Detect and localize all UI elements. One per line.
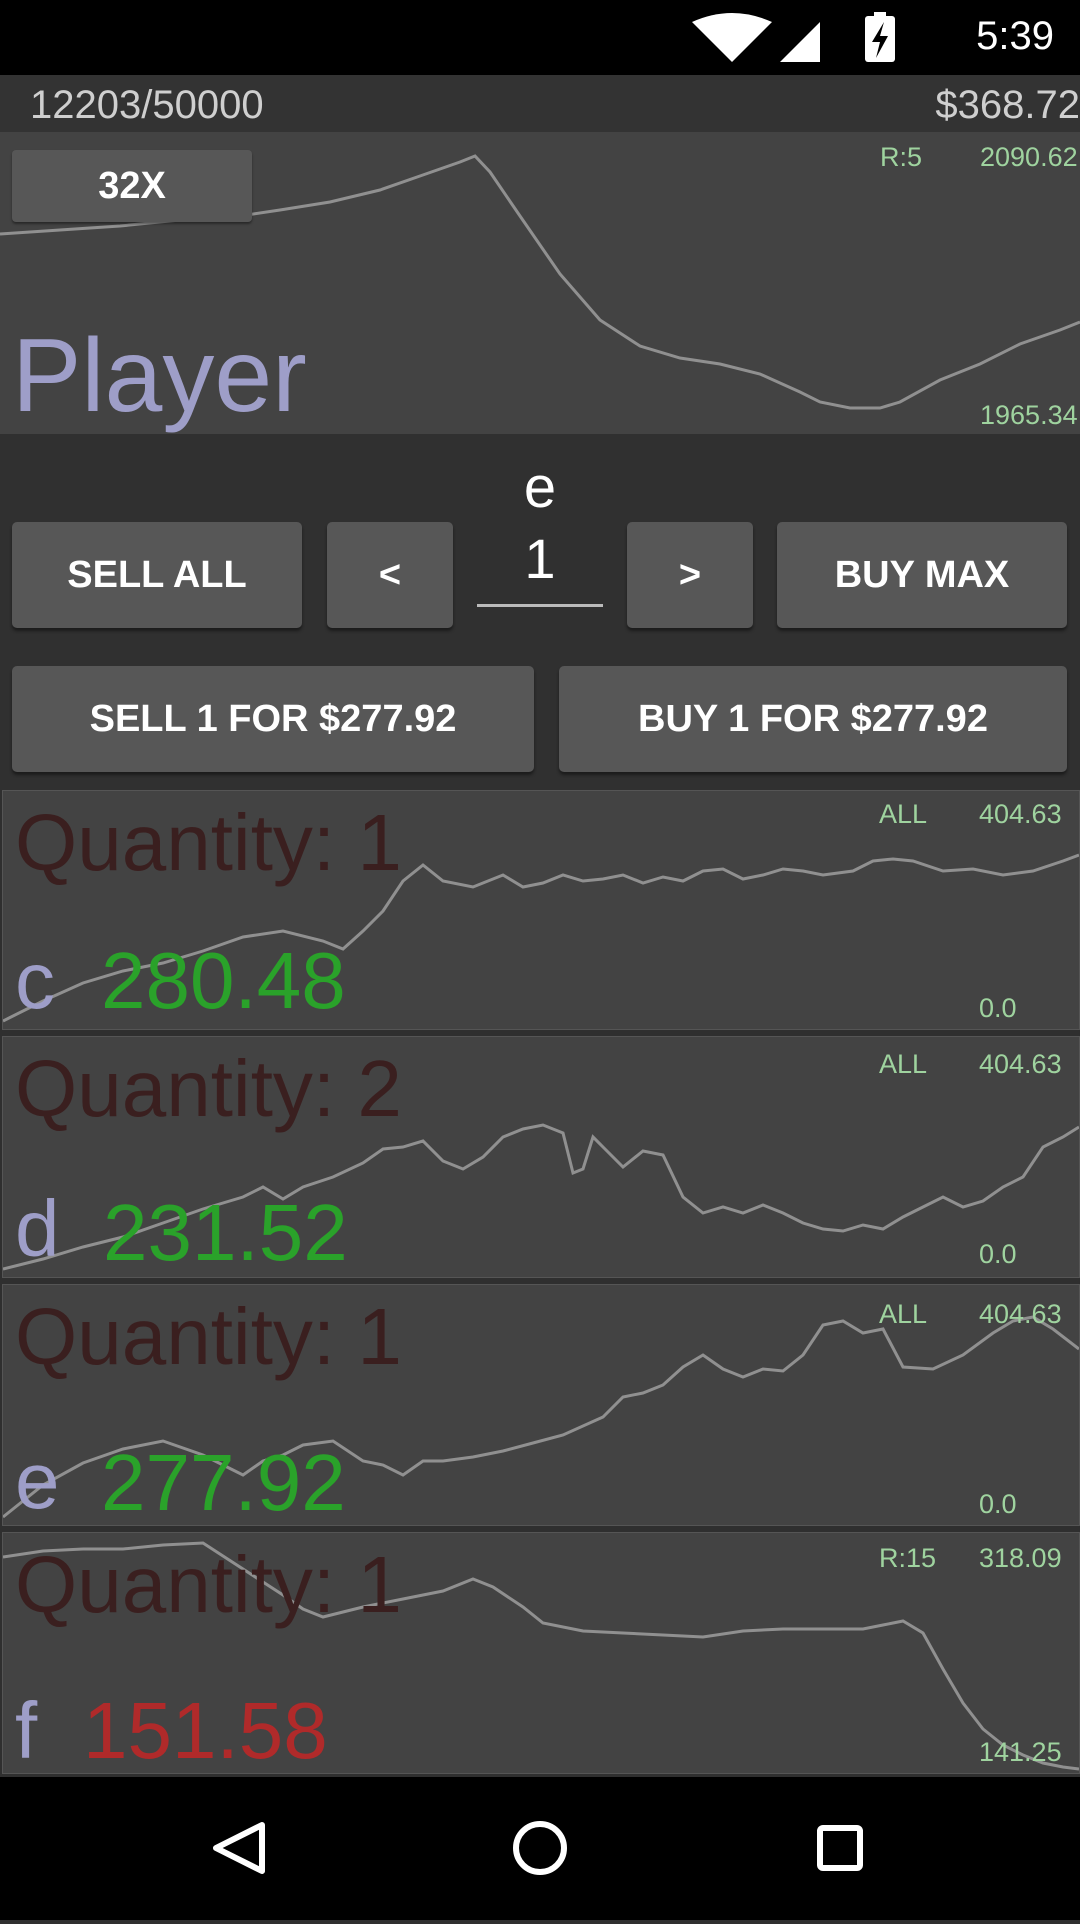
stock-quantity-f: Quantity: 1 [15, 1540, 402, 1629]
stock-panel-c[interactable]: Quantity: 1 ALL 404.63 0.0 c 280.48 [2, 790, 1080, 1030]
stock-min-value-e: 0.0 [979, 1489, 1017, 1519]
stock-quantity-d: Quantity: 2 [15, 1044, 402, 1133]
wifi-icon [692, 13, 772, 62]
stock-letter-c: c [15, 936, 55, 1025]
status-time: 5:39 [976, 14, 1054, 58]
quantity-input[interactable]: 1 [477, 514, 603, 607]
increment-button[interactable]: > [627, 522, 753, 628]
stock-max-value-d: 404.63 [979, 1049, 1062, 1079]
stock-max-value-c: 404.63 [979, 799, 1062, 829]
zoom-button[interactable]: 32X [12, 150, 252, 222]
selected-stock-label: e [523, 455, 557, 520]
player-max-value: 2090.62 [980, 142, 1078, 172]
home-circle-icon[interactable] [513, 1821, 567, 1875]
stock-chart-c [3, 853, 1079, 1023]
sell-button[interactable]: SELL 1 FOR $277.92 [12, 666, 534, 772]
buy-button[interactable]: BUY 1 FOR $277.92 [559, 666, 1067, 772]
navigation-bar [0, 1777, 1080, 1920]
stock-min-value-f: 141.25 [979, 1737, 1062, 1767]
stock-price-e: 277.92 [101, 1438, 346, 1526]
stock-quantity-e: Quantity: 1 [15, 1292, 402, 1381]
stock-price-c: 280.48 [101, 936, 346, 1025]
stock-price-d: 231.52 [103, 1188, 348, 1277]
stock-quantity-c: Quantity: 1 [15, 798, 402, 887]
game-progress: 12203/50000 [30, 83, 264, 127]
stock-min-value-d: 0.0 [979, 1239, 1017, 1269]
battery-charging-icon [865, 12, 895, 62]
player-chart [0, 154, 1080, 410]
nav-buttons [213, 1821, 863, 1875]
buy-max-button[interactable]: BUY MAX [777, 522, 1067, 628]
stock-chart-e [3, 1315, 1079, 1519]
stock-min-value-c: 0.0 [979, 993, 1017, 1023]
stock-panel-e[interactable]: Quantity: 1 ALL 404.63 0.0 e 277.92 [2, 1284, 1080, 1526]
stock-letter-e: e [15, 1436, 60, 1525]
back-triangle-icon[interactable] [213, 1822, 265, 1874]
info-bar: 12203/50000 $368.72 [0, 75, 1080, 132]
stock-max-value-f: 318.09 [979, 1543, 1062, 1573]
stock-panel-d[interactable]: Quantity: 2 ALL 404.63 0.0 d 231.52 [2, 1036, 1080, 1278]
player-min-value: 1965.34 [980, 400, 1078, 430]
player-range-label: R:5 [880, 142, 923, 172]
status-bar: 5:39 [0, 0, 1080, 75]
stock-letter-d: d [15, 1184, 60, 1273]
stock-chart-d [3, 1123, 1079, 1271]
player-name: Player [12, 318, 307, 434]
stock-range-label-f: R:15 [879, 1543, 937, 1573]
trade-controls: e SELL ALL < 1 > BUY MAX SELL 1 FOR $277… [0, 434, 1080, 790]
stock-chart-line-e [3, 1315, 1079, 1519]
player-panel[interactable]: 32X R:5 2090.62 1965.34 Player [0, 132, 1080, 434]
player-chart-line [0, 154, 1080, 410]
stock-chart-f [3, 1541, 1079, 1771]
stock-range-label-c: ALL [879, 799, 928, 829]
stock-range-label-d: ALL [879, 1049, 928, 1079]
status-icons [692, 12, 895, 62]
stock-panel-f[interactable]: Quantity: 1 R:15 318.09 141.25 f 151.58 [2, 1532, 1080, 1774]
stock-range-label-e: ALL [879, 1299, 928, 1329]
sell-all-button[interactable]: SELL ALL [12, 522, 302, 628]
stock-chart-line-f [3, 1541, 1079, 1771]
signal-icon [780, 22, 820, 62]
decrement-button[interactable]: < [327, 522, 453, 628]
stock-chart-line-c [3, 853, 1079, 1023]
stock-max-value-e: 404.63 [979, 1299, 1062, 1329]
stock-chart-line-d [3, 1123, 1079, 1271]
recents-square-icon[interactable] [817, 1825, 863, 1871]
cash-balance: $368.72 [935, 83, 1080, 127]
stock-price-f: 151.58 [83, 1686, 328, 1774]
stock-letter-f: f [15, 1686, 38, 1774]
